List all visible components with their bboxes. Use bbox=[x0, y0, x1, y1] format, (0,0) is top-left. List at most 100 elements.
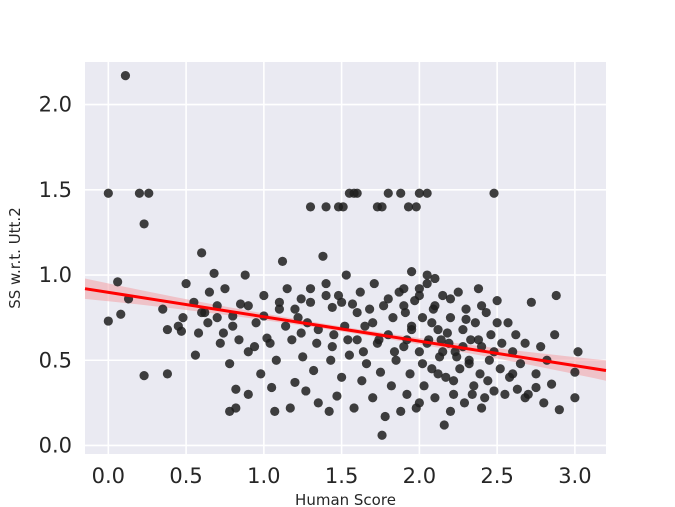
y-tick-label: 0.0 bbox=[39, 433, 72, 457]
data-point bbox=[374, 335, 384, 345]
data-point bbox=[139, 219, 149, 229]
x-tick-label: 3.0 bbox=[558, 464, 591, 488]
data-point bbox=[466, 335, 476, 345]
data-point bbox=[573, 347, 583, 357]
data-point bbox=[439, 420, 449, 430]
data-point bbox=[422, 188, 432, 198]
data-point bbox=[228, 321, 238, 331]
data-point bbox=[445, 406, 456, 416]
y-tick-label: 1.0 bbox=[39, 263, 72, 287]
data-point bbox=[391, 355, 401, 365]
data-point bbox=[212, 313, 222, 323]
data-point bbox=[570, 367, 580, 377]
data-point bbox=[139, 371, 149, 381]
data-point bbox=[116, 309, 126, 319]
data-point bbox=[144, 188, 154, 198]
data-point bbox=[312, 338, 322, 348]
data-point bbox=[338, 202, 348, 212]
data-point bbox=[329, 330, 339, 340]
data-point bbox=[396, 406, 406, 416]
data-point bbox=[459, 398, 470, 408]
data-point bbox=[290, 377, 300, 388]
data-point bbox=[134, 188, 145, 198]
data-point bbox=[546, 379, 557, 389]
data-point bbox=[414, 188, 424, 198]
data-point bbox=[492, 318, 502, 328]
data-point bbox=[441, 372, 451, 382]
data-point bbox=[265, 338, 275, 348]
y-tick-label: 2.0 bbox=[39, 93, 72, 117]
data-point bbox=[492, 296, 502, 306]
data-point bbox=[377, 202, 387, 212]
data-point bbox=[445, 313, 456, 323]
data-point bbox=[430, 301, 440, 311]
data-point bbox=[249, 342, 260, 352]
data-point bbox=[309, 365, 319, 376]
data-point bbox=[495, 364, 505, 374]
data-point bbox=[526, 297, 536, 307]
data-point bbox=[321, 290, 331, 301]
data-point bbox=[301, 386, 311, 396]
data-point bbox=[438, 347, 448, 357]
data-point bbox=[358, 347, 368, 357]
data-point bbox=[347, 299, 358, 309]
data-point bbox=[422, 270, 432, 280]
data-point bbox=[550, 330, 560, 340]
data-point bbox=[405, 369, 415, 379]
data-points bbox=[103, 71, 583, 440]
data-point bbox=[327, 342, 337, 352]
data-point bbox=[402, 389, 412, 399]
data-point bbox=[259, 290, 269, 301]
data-point bbox=[285, 403, 295, 413]
data-point bbox=[277, 256, 288, 267]
data-point bbox=[406, 321, 417, 331]
x-tick-label: 1.5 bbox=[325, 464, 358, 488]
data-point bbox=[433, 324, 443, 335]
y-axis-label: SS w.r.t. Utt.2 bbox=[6, 207, 24, 309]
data-point bbox=[296, 294, 306, 304]
data-point bbox=[234, 335, 244, 345]
data-point bbox=[113, 277, 123, 287]
data-point bbox=[162, 369, 173, 379]
data-point bbox=[235, 299, 246, 309]
data-point bbox=[204, 287, 215, 297]
data-point bbox=[274, 297, 285, 307]
data-point bbox=[271, 355, 281, 365]
data-point bbox=[158, 304, 168, 314]
data-point bbox=[337, 297, 347, 307]
data-point bbox=[162, 324, 173, 335]
data-point bbox=[511, 330, 521, 340]
data-point bbox=[448, 389, 459, 399]
data-point bbox=[313, 398, 323, 408]
data-point bbox=[197, 248, 207, 258]
data-point bbox=[476, 403, 487, 413]
data-point bbox=[386, 381, 396, 391]
data-point bbox=[240, 270, 250, 280]
data-point bbox=[486, 330, 496, 340]
data-point bbox=[103, 316, 113, 326]
data-point bbox=[414, 398, 424, 408]
data-point bbox=[296, 328, 306, 338]
data-point bbox=[383, 294, 393, 304]
data-point bbox=[344, 350, 354, 360]
data-point bbox=[406, 267, 417, 277]
data-point bbox=[176, 326, 187, 336]
data-point bbox=[365, 304, 375, 314]
data-point bbox=[414, 290, 424, 301]
data-point bbox=[411, 202, 421, 212]
data-point bbox=[417, 359, 428, 369]
data-point bbox=[399, 301, 409, 311]
data-point bbox=[352, 335, 362, 345]
regression-line bbox=[84, 287, 607, 372]
x-tick-label: 1.0 bbox=[247, 464, 280, 488]
x-axis-label: Human Score bbox=[295, 491, 396, 507]
data-point bbox=[380, 411, 390, 422]
data-point bbox=[251, 318, 261, 328]
data-point bbox=[389, 347, 400, 357]
data-point bbox=[361, 359, 372, 369]
data-point bbox=[500, 389, 510, 399]
data-point bbox=[531, 382, 541, 393]
data-point bbox=[489, 188, 499, 198]
data-point bbox=[215, 338, 225, 348]
data-point bbox=[484, 355, 494, 365]
